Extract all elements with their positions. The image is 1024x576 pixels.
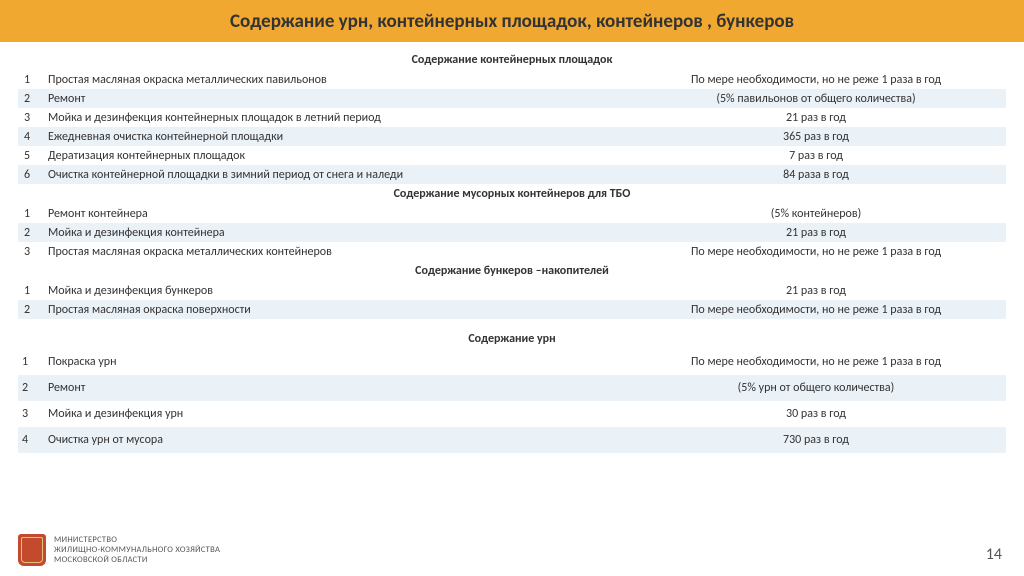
section-header: Содержание бункеров –накопителей [18, 261, 1006, 281]
row-number: 4 [18, 427, 44, 453]
section-header: Содержание урн [18, 329, 1006, 349]
table-row: 1Простая масляная окраска металлических … [18, 70, 1006, 89]
table-row: 2Ремонт(5% урн от общего количества) [18, 375, 1006, 401]
row-value: 21 раз в год [626, 108, 1006, 127]
row-description: Дератизация контейнерных площадок [44, 146, 626, 165]
row-description: Простая масляная окраска металлических к… [44, 242, 626, 261]
row-description: Мойка и дезинфекция контейнерных площадо… [44, 108, 626, 127]
row-value: 21 раз в год [626, 281, 1006, 300]
row-number: 2 [18, 89, 44, 108]
section-header: Содержание контейнерных площадок [18, 50, 1006, 70]
row-value: 365 раз в год [626, 127, 1006, 146]
table-row: 2Мойка и дезинфекция контейнера21 раз в … [18, 223, 1006, 242]
footer-line2: ЖИЛИЩНО-КОММУНАЛЬНОГО ХОЗЯЙСТВА [54, 545, 220, 555]
row-description: Простая масляная окраска поверхности [44, 300, 626, 319]
footer-text: МИНИСТЕРСТВО ЖИЛИЩНО-КОММУНАЛЬНОГО ХОЗЯЙ… [54, 535, 220, 566]
header-bar: Содержание урн, контейнерных площадок, к… [0, 0, 1024, 42]
section-header: Содержание мусорных контейнеров для ТБО [18, 184, 1006, 204]
row-value: 21 раз в год [626, 223, 1006, 242]
row-number: 6 [18, 165, 44, 184]
table-row: 4Ежедневная очистка контейнерной площадк… [18, 127, 1006, 146]
content-area: Содержание контейнерных площадок1Простая… [0, 42, 1024, 453]
row-number: 3 [18, 401, 44, 427]
table-row: 5Дератизация контейнерных площадок7 раз … [18, 146, 1006, 165]
table-row: 4Очистка урн от мусора730 раз в год [18, 427, 1006, 453]
table-spacer [18, 319, 1006, 329]
section-header-text: Содержание мусорных контейнеров для ТБО [18, 184, 1006, 204]
row-number: 2 [18, 223, 44, 242]
section-header-text: Содержание урн [18, 329, 1006, 349]
row-description: Мойка и дезинфекция контейнера [44, 223, 626, 242]
section-header-text: Содержание бункеров –накопителей [18, 261, 1006, 281]
row-value: По мере необходимости, но не реже 1 раза… [626, 349, 1006, 375]
row-description: Ремонт [44, 89, 626, 108]
row-description: Очистка урн от мусора [44, 427, 626, 453]
page-title: Содержание урн, контейнерных площадок, к… [230, 10, 794, 33]
row-number: 3 [18, 108, 44, 127]
table-row: 6Очистка контейнерной площадки в зимний … [18, 165, 1006, 184]
row-value: По мере необходимости, но не реже 1 раза… [626, 70, 1006, 89]
table-row: 3Простая масляная окраска металлических … [18, 242, 1006, 261]
row-description: Простая масляная окраска металлических п… [44, 70, 626, 89]
row-value: 7 раз в год [626, 146, 1006, 165]
row-number: 3 [18, 242, 44, 261]
row-value: (5% контейнеров) [626, 204, 1006, 223]
main-table: Содержание контейнерных площадок1Простая… [18, 50, 1006, 319]
row-number: 2 [18, 375, 44, 401]
row-description: Покраска урн [44, 349, 626, 375]
table-row: 3Мойка и дезинфекция урн30 раз в год [18, 401, 1006, 427]
row-value: 84 раза в год [626, 165, 1006, 184]
row-description: Ремонт контейнера [44, 204, 626, 223]
row-number: 1 [18, 70, 44, 89]
row-value: 730 раз в год [626, 427, 1006, 453]
row-number: 1 [18, 349, 44, 375]
table-row: 2Ремонт(5% павильонов от общего количест… [18, 89, 1006, 108]
table-row: 2Простая масляная окраска поверхностиПо … [18, 300, 1006, 319]
urns-table: Содержание урн1Покраска урнПо мере необх… [18, 329, 1006, 453]
row-value: По мере необходимости, но не реже 1 раза… [626, 242, 1006, 261]
row-description: Ежедневная очистка контейнерной площадки [44, 127, 626, 146]
section-header-text: Содержание контейнерных площадок [18, 50, 1006, 70]
row-number: 1 [18, 281, 44, 300]
row-number: 5 [18, 146, 44, 165]
row-description: Мойка и дезинфекция бункеров [44, 281, 626, 300]
row-number: 4 [18, 127, 44, 146]
footer-line1: МИНИСТЕРСТВО [54, 535, 220, 545]
row-value: По мере необходимости, но не реже 1 раза… [626, 300, 1006, 319]
row-description: Мойка и дезинфекция урн [44, 401, 626, 427]
table-row: 1Покраска урнПо мере необходимости, но н… [18, 349, 1006, 375]
footer: МИНИСТЕРСТВО ЖИЛИЩНО-КОММУНАЛЬНОГО ХОЗЯЙ… [18, 534, 220, 566]
table-row: 3Мойка и дезинфекция контейнерных площад… [18, 108, 1006, 127]
row-number: 1 [18, 204, 44, 223]
row-number: 2 [18, 300, 44, 319]
table-row: 1Мойка и дезинфекция бункеров21 раз в го… [18, 281, 1006, 300]
row-value: 30 раз в год [626, 401, 1006, 427]
row-description: Очистка контейнерной площадки в зимний п… [44, 165, 626, 184]
crest-icon [18, 534, 46, 566]
table-row: 1Ремонт контейнера(5% контейнеров) [18, 204, 1006, 223]
row-value: (5% урн от общего количества) [626, 375, 1006, 401]
row-description: Ремонт [44, 375, 626, 401]
footer-line3: МОСКОВСКОЙ ОБЛАСТИ [54, 555, 220, 565]
row-value: (5% павильонов от общего количества) [626, 89, 1006, 108]
page-number: 14 [986, 545, 1002, 564]
